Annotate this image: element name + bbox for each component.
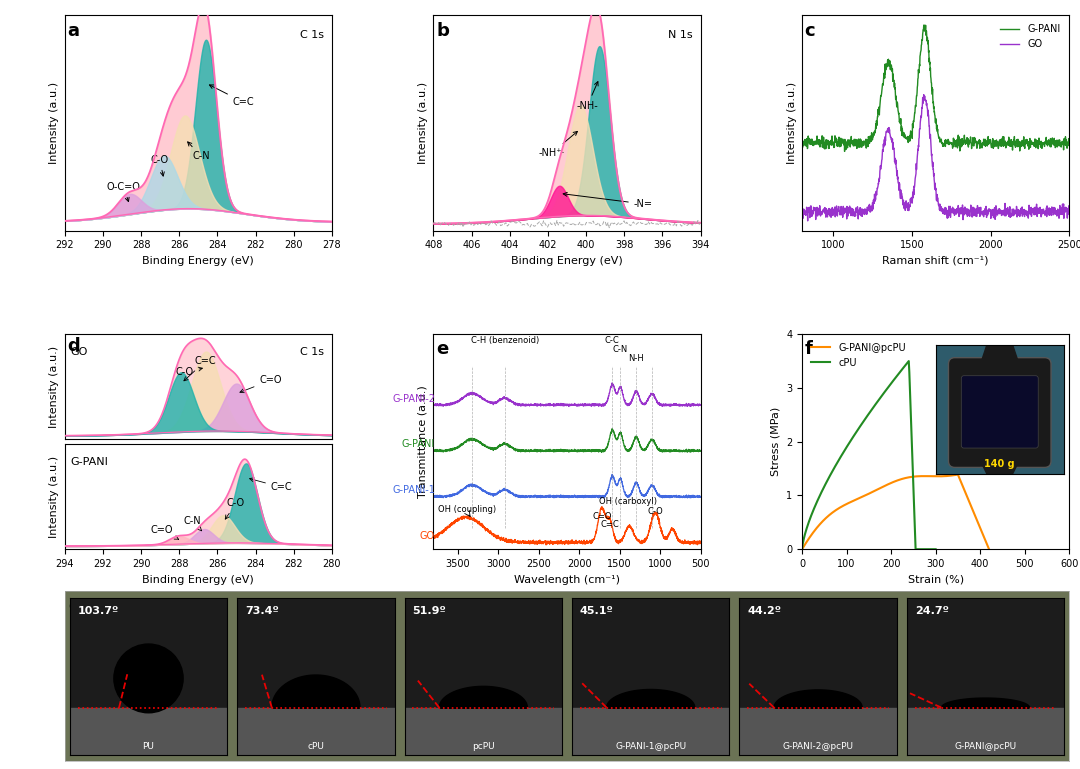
Text: G-PANI-2: G-PANI-2 — [392, 394, 435, 404]
X-axis label: Binding Energy (eV): Binding Energy (eV) — [143, 574, 254, 584]
Line: cPU: cPU — [802, 361, 935, 549]
GO — [1009, 207, 1022, 216]
GO — [904, 195, 917, 204]
Text: GO: GO — [420, 531, 435, 541]
Text: G-PANI: G-PANI — [402, 439, 435, 449]
Text: a: a — [67, 22, 80, 40]
Text: C=O: C=O — [592, 512, 611, 521]
Text: c: c — [805, 22, 815, 40]
Text: GO: GO — [70, 347, 87, 357]
Text: C 1s: C 1s — [300, 31, 324, 41]
Y-axis label: Intensity (a.u.): Intensity (a.u.) — [50, 456, 59, 538]
Text: O-C=O: O-C=O — [107, 182, 140, 201]
Line: GO: GO — [802, 95, 1069, 221]
X-axis label: Wavelength (cm⁻¹): Wavelength (cm⁻¹) — [514, 574, 620, 584]
GO — [1004, 210, 1017, 219]
G-PANI — [823, 141, 836, 150]
Text: C-N: C-N — [612, 345, 629, 355]
Text: OH (coupling): OH (coupling) — [438, 504, 497, 514]
G-PANI — [1004, 139, 1017, 148]
G-PANI@pcPU — [951, 470, 964, 479]
Text: g: g — [68, 597, 81, 614]
Line: G-PANI@pcPU: G-PANI@pcPU — [802, 474, 989, 549]
GO — [914, 125, 927, 134]
Text: e: e — [436, 341, 448, 358]
Text: C=C: C=C — [210, 85, 254, 107]
X-axis label: Binding Energy (eV): Binding Energy (eV) — [143, 256, 254, 266]
G-PANI — [796, 135, 809, 144]
G-PANI — [1009, 137, 1022, 146]
Y-axis label: Transmittance (a.u.): Transmittance (a.u.) — [418, 385, 428, 498]
Text: G-PANI: G-PANI — [70, 457, 108, 467]
Text: -N=: -N= — [563, 192, 652, 209]
X-axis label: Strain (%): Strain (%) — [907, 574, 963, 584]
GO — [1063, 206, 1076, 215]
Y-axis label: Intensity (a.u.): Intensity (a.u.) — [50, 345, 59, 428]
Y-axis label: Intensity (a.u.): Intensity (a.u.) — [418, 82, 428, 164]
cPU — [899, 361, 912, 370]
G-PANI — [918, 21, 931, 30]
G-PANI@pcPU — [879, 481, 892, 490]
Text: C=C: C=C — [600, 521, 619, 529]
G-PANI — [838, 147, 851, 156]
cPU — [929, 544, 942, 554]
G-PANI@pcPU — [903, 473, 916, 482]
Text: f: f — [805, 341, 812, 358]
Y-axis label: Intensity (a.u.): Intensity (a.u.) — [50, 82, 59, 164]
Text: b: b — [436, 22, 449, 40]
GO — [823, 208, 836, 218]
Text: C-O: C-O — [226, 498, 245, 519]
Text: C-H (benzenoid): C-H (benzenoid) — [471, 336, 539, 345]
cPU — [840, 443, 853, 452]
cPU — [919, 544, 932, 554]
Text: C=C: C=C — [184, 356, 216, 381]
GO — [980, 201, 993, 211]
Text: C-N: C-N — [184, 516, 202, 531]
G-PANI@pcPU — [892, 475, 905, 484]
Text: C-O: C-O — [175, 367, 202, 378]
Text: OH (carboxyl): OH (carboxyl) — [598, 498, 657, 506]
cPU — [902, 357, 915, 366]
X-axis label: Raman shift (cm⁻¹): Raman shift (cm⁻¹) — [882, 256, 989, 266]
G-PANI@pcPU — [983, 544, 996, 554]
cPU — [929, 544, 942, 554]
G-PANI@pcPU — [980, 538, 993, 548]
Text: G-PANI-1: G-PANI-1 — [392, 485, 435, 495]
G-PANI@pcPU — [845, 498, 858, 507]
Text: C 1s: C 1s — [300, 347, 324, 357]
GO — [796, 205, 809, 214]
Text: C=O: C=O — [151, 525, 178, 539]
Text: -NH⁺·: -NH⁺· — [538, 131, 578, 158]
G-PANI — [980, 137, 993, 146]
GO — [917, 90, 930, 99]
Y-axis label: Stress (MPa): Stress (MPa) — [770, 407, 781, 476]
Text: C=O: C=O — [240, 375, 282, 393]
Text: N 1s: N 1s — [667, 31, 692, 41]
Text: C-O: C-O — [151, 155, 168, 176]
X-axis label: Binding Energy (eV): Binding Energy (eV) — [511, 256, 623, 266]
cPU — [820, 478, 833, 488]
Text: C-N: C-N — [188, 142, 211, 161]
Text: C-O: C-O — [647, 507, 663, 515]
G-PANI — [904, 130, 917, 139]
Text: C=C: C=C — [249, 478, 293, 492]
Line: G-PANI: G-PANI — [802, 25, 1069, 151]
Y-axis label: Intensity (a.u.): Intensity (a.u.) — [786, 82, 797, 164]
cPU — [796, 544, 809, 554]
G-PANI@pcPU — [974, 523, 987, 532]
Text: N-H: N-H — [629, 355, 644, 364]
G-PANI — [914, 52, 927, 61]
Text: C-C: C-C — [605, 336, 620, 345]
G-PANI@pcPU — [796, 544, 809, 554]
Legend: G-PANI, GO: G-PANI, GO — [996, 20, 1064, 53]
GO — [801, 216, 814, 225]
cPU — [902, 357, 915, 366]
Text: d: d — [67, 337, 80, 355]
Legend: G-PANI@pcPU, cPU: G-PANI@pcPU, cPU — [807, 339, 909, 371]
G-PANI — [1063, 136, 1076, 145]
Text: -NH-: -NH- — [577, 82, 598, 111]
